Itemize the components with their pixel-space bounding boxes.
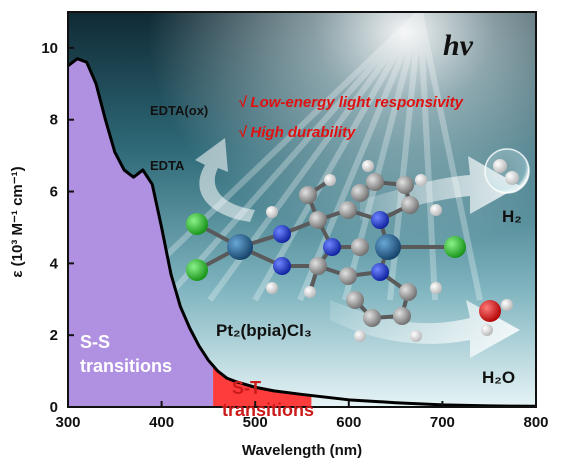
light-ray — [417, 12, 438, 301]
h2-atom-1 — [493, 159, 507, 173]
light-ray — [117, 12, 423, 303]
n-atom-4 — [371, 211, 389, 229]
carbon-atoms — [299, 173, 419, 327]
h2-bubble — [484, 148, 530, 194]
plot-frame — [67, 11, 537, 408]
n-atom-1 — [273, 225, 291, 243]
product-arrow-h2 — [360, 156, 520, 220]
cl-atom-2 — [186, 259, 208, 281]
light-ray — [417, 12, 483, 301]
y-tick-label: 8 — [50, 112, 58, 129]
cl-atom-3 — [444, 236, 466, 258]
h2-atom-2 — [505, 171, 519, 185]
x-tick-label: 600 — [336, 414, 361, 431]
axes: 300 400 500 600 700 800 0 2 4 6 8 10 — [41, 40, 548, 431]
note-high-durability: √ High durability — [238, 124, 356, 141]
note-low-energy: √ Low-energy light responsivity — [238, 94, 464, 111]
absorption-curve — [68, 57, 536, 407]
edta-label: EDTA — [150, 158, 185, 173]
illustration — [186, 138, 530, 358]
light-ray — [252, 12, 423, 302]
h2-label: H₂ — [502, 207, 522, 226]
x-tick-label: 700 — [430, 414, 455, 431]
y-axis-label: ε (10³ M⁻¹ cm⁻¹) — [9, 166, 26, 277]
background-scene — [68, 12, 536, 407]
x-tick-label: 800 — [523, 414, 548, 431]
h2o-label: H₂O — [482, 368, 515, 387]
x-tick-label: 300 — [55, 414, 80, 431]
hydrogen-atoms — [266, 160, 442, 342]
edta-arrow — [195, 138, 255, 222]
light-ray — [297, 12, 423, 302]
pt-atom-2 — [375, 234, 401, 260]
product-arrow-h2o — [330, 300, 520, 358]
y-tick-label: 0 — [50, 399, 58, 416]
chart-area — [68, 57, 536, 407]
water-hydrogen-1 — [501, 299, 513, 311]
st-band-label-line1: S-T — [232, 378, 261, 398]
light-ray — [162, 12, 423, 302]
x-tick-label: 400 — [149, 414, 174, 431]
ss-band-label-line1: S-S — [80, 332, 110, 352]
water-hydrogen-2 — [481, 324, 493, 336]
n-atom-5 — [371, 263, 389, 281]
st-band-label-line2: transitions — [222, 400, 314, 420]
x-tick-label: 500 — [243, 414, 268, 431]
n-atom-3 — [323, 238, 341, 256]
ss-band-label-line2: transitions — [80, 356, 172, 376]
y-tick-label: 4 — [50, 255, 59, 272]
y-tick-label: 6 — [50, 184, 58, 201]
st-transition-band — [213, 365, 312, 407]
y-tick-label: 2 — [50, 327, 58, 344]
n-atom-2 — [273, 257, 291, 275]
pt-atom-1 — [227, 234, 253, 260]
hv-label: hv — [443, 29, 474, 62]
edta-ox-label: EDTA(ox) — [150, 103, 208, 118]
water-oxygen — [479, 300, 501, 322]
molecule-label: Pt₂(bpia)Cl₃ — [216, 321, 312, 340]
x-axis-label: Wavelength (nm) — [242, 442, 362, 459]
ss-transition-band — [68, 58, 214, 407]
y-tick-label: 10 — [41, 40, 58, 57]
cl-atom-1 — [186, 213, 208, 235]
